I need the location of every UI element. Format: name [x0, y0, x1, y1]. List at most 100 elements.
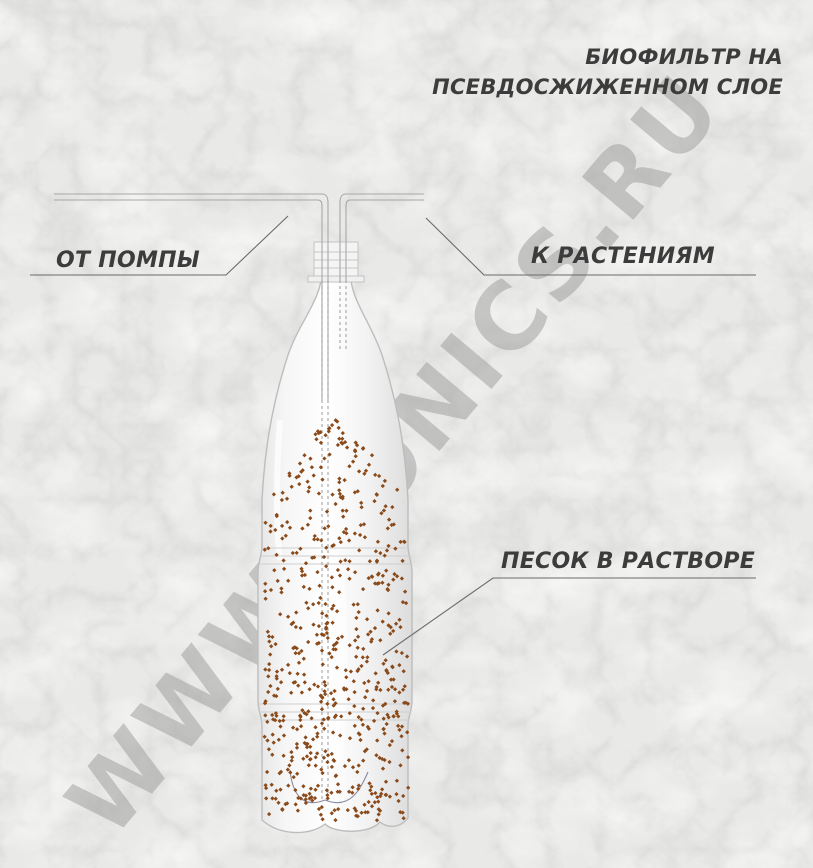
sand-particle	[383, 504, 388, 509]
sand-particle	[287, 471, 292, 476]
sand-particle	[336, 806, 341, 812]
sand-particle	[290, 754, 295, 760]
sand-particle	[263, 667, 268, 672]
sand-particle	[307, 687, 312, 692]
sand-particle	[298, 714, 303, 719]
sand-particle	[314, 437, 319, 442]
sand-particle	[302, 710, 307, 716]
sand-particle	[298, 717, 303, 723]
sand-particle	[333, 647, 338, 652]
sand-particle	[376, 812, 381, 817]
sand-particle	[364, 617, 370, 622]
sand-particle	[262, 734, 267, 739]
bottle-highlight	[274, 419, 283, 561]
sand-particle	[312, 537, 317, 542]
sand-particle	[369, 574, 374, 579]
sand-particle	[337, 436, 342, 441]
sand-particle	[356, 609, 361, 615]
sand-particle	[345, 807, 350, 813]
sand-particle	[294, 741, 300, 747]
sand-particle	[361, 646, 366, 652]
sand-particle	[308, 786, 314, 791]
sand-particle	[405, 755, 411, 760]
sand-particle	[371, 718, 377, 724]
sand-particle	[352, 689, 357, 695]
sand-particle	[315, 734, 320, 739]
sand-particle	[384, 568, 389, 573]
sand-particle	[364, 659, 370, 664]
sand-particle	[337, 480, 342, 485]
sand-particle	[388, 631, 393, 636]
sand-particle	[374, 559, 380, 564]
sand-particle	[363, 695, 368, 700]
sand-particle	[360, 586, 366, 592]
sand-particle	[367, 559, 373, 564]
sand-particle	[308, 515, 313, 521]
sand-particle	[354, 654, 359, 659]
sand-particle	[342, 687, 347, 692]
sand-particle	[320, 662, 325, 667]
sand-particle	[303, 561, 309, 566]
sand-particle	[339, 714, 344, 719]
sand-particle	[355, 634, 361, 639]
sand-particle	[325, 796, 330, 801]
sand-particle	[368, 788, 373, 793]
sand-particle	[397, 690, 402, 695]
sand-particle	[280, 536, 285, 541]
sand-particle	[354, 615, 359, 621]
sand-particle	[285, 767, 290, 772]
sand-particle	[331, 542, 336, 548]
sand-particle	[341, 514, 346, 519]
sand-particle	[299, 566, 304, 571]
sand-particle	[289, 749, 294, 755]
sand-particle	[386, 611, 391, 616]
sand-particle	[401, 669, 406, 674]
sand-particle	[385, 670, 390, 676]
sand-particle	[378, 793, 383, 799]
sand-particle	[279, 590, 284, 595]
sand-particle	[384, 548, 390, 553]
sand-particle	[281, 714, 286, 719]
sand-particle	[355, 645, 360, 650]
sand-particle	[383, 779, 389, 784]
sand-particle	[273, 718, 278, 723]
sand-particle	[270, 732, 275, 737]
sand-particle	[347, 711, 352, 716]
sand-particle	[369, 637, 375, 642]
sand-particle	[325, 753, 331, 758]
sand-particle	[398, 809, 403, 815]
sand-particle	[366, 462, 372, 467]
sand-particle	[320, 477, 325, 482]
sand-particle	[305, 479, 310, 484]
sand-particle	[353, 454, 358, 459]
sand-particle	[343, 668, 348, 673]
sand-particle	[316, 623, 322, 629]
sand-particle	[386, 582, 391, 587]
sand-particle	[274, 552, 279, 558]
sand-particle	[388, 625, 393, 630]
sand-particle	[338, 733, 343, 738]
sand-particle	[264, 796, 269, 801]
sand-particle	[291, 620, 296, 625]
sand-particle	[369, 804, 375, 809]
sand-particle	[390, 504, 395, 510]
sand-particle	[373, 790, 378, 796]
sand-particle	[329, 764, 335, 770]
sand-particle	[354, 443, 360, 448]
sand-particle	[381, 727, 386, 732]
sand-particle	[392, 699, 398, 704]
sand-particle	[278, 612, 283, 617]
sand-particle	[356, 763, 361, 768]
sand-particle	[271, 740, 276, 745]
sand-particle	[351, 602, 356, 607]
label-sand-in-solution: ПЕСОК В РАСТВОРЕ	[501, 549, 756, 574]
sand-particle	[344, 445, 350, 450]
sand-particle	[325, 759, 330, 765]
sand-particle	[286, 783, 291, 788]
sand-particle	[294, 646, 299, 651]
sand-particle	[337, 590, 342, 595]
sand-particle	[324, 788, 330, 793]
sand-particle	[262, 589, 268, 594]
